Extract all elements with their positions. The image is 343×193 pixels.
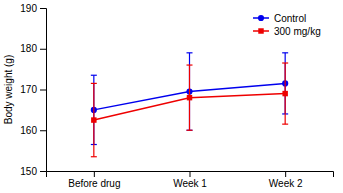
y-tick-mark	[40, 49, 46, 50]
y-tick: 180	[20, 43, 46, 54]
y-tick-mark	[40, 130, 46, 131]
marker	[187, 95, 192, 100]
legend-item: 300 mg/kg	[253, 26, 321, 37]
error-bar-cap	[187, 130, 193, 131]
error-bar-cap	[282, 62, 288, 63]
x-tick-mark	[94, 171, 95, 177]
y-tick: 150	[20, 166, 46, 177]
legend-label: 300 mg/kg	[274, 26, 321, 37]
y-tick: 160	[20, 125, 46, 136]
y-tick-label: 180	[20, 43, 37, 54]
error-bar-cap	[282, 124, 288, 125]
y-tick-mark	[40, 171, 46, 172]
x-tick-label: Week 2	[269, 178, 303, 189]
error-bar-cap	[187, 64, 193, 65]
error-bar-cap	[187, 130, 193, 131]
x-axis-line	[47, 172, 334, 178]
error-bar-cap	[91, 75, 97, 76]
marker	[282, 91, 287, 96]
y-tick-label: 170	[20, 84, 37, 95]
y-tick: 170	[20, 84, 46, 95]
legend-label: Control	[274, 13, 306, 24]
y-tick-label: 150	[20, 166, 37, 177]
x-tick-mark	[190, 171, 191, 177]
x-tick-mark	[285, 171, 286, 177]
error-bar-cap	[282, 52, 288, 53]
x-tick-label: Before drug	[68, 178, 120, 189]
y-axis-title: Body weight (g)	[3, 55, 14, 124]
legend: Control 300 mg/kg	[253, 13, 321, 37]
error-bar	[282, 63, 288, 124]
error-bar-cap	[187, 52, 193, 53]
marker	[91, 117, 96, 122]
y-tick-mark	[40, 90, 46, 91]
marks	[91, 53, 289, 157]
y-tick-label: 160	[20, 125, 37, 136]
y-tick: 190	[20, 3, 46, 14]
x-tick: Before drug	[68, 171, 120, 189]
error-bar-line	[189, 53, 190, 130]
x-tick: Week 1	[173, 171, 207, 189]
series	[91, 63, 288, 157]
y-axis: 150 160 170 180 190	[20, 3, 46, 177]
y-tick-label: 190	[20, 3, 37, 14]
error-bar	[91, 83, 97, 156]
legend-item: Control	[253, 13, 306, 24]
x-tick: Week 2	[269, 171, 303, 189]
error-bar-cap	[91, 156, 97, 157]
plot: Before drug Week 1 Week 2 150 160 170 180 190 Co…	[20, 3, 333, 189]
error-bar	[187, 65, 193, 130]
error-bar-cap	[91, 83, 97, 84]
series	[91, 53, 289, 145]
x-tick-label: Week 1	[173, 178, 207, 189]
y-axis-line	[40, 9, 47, 172]
legend-marker	[258, 28, 263, 33]
legend-marker	[258, 15, 264, 21]
x-axis: Before drug Week 1 Week 2	[47, 171, 334, 189]
chart: Before drug Week 1 Week 2 150 160 170 180 190 Co…	[0, 0, 343, 193]
error-bar	[187, 53, 193, 130]
y-tick-mark	[40, 8, 46, 9]
